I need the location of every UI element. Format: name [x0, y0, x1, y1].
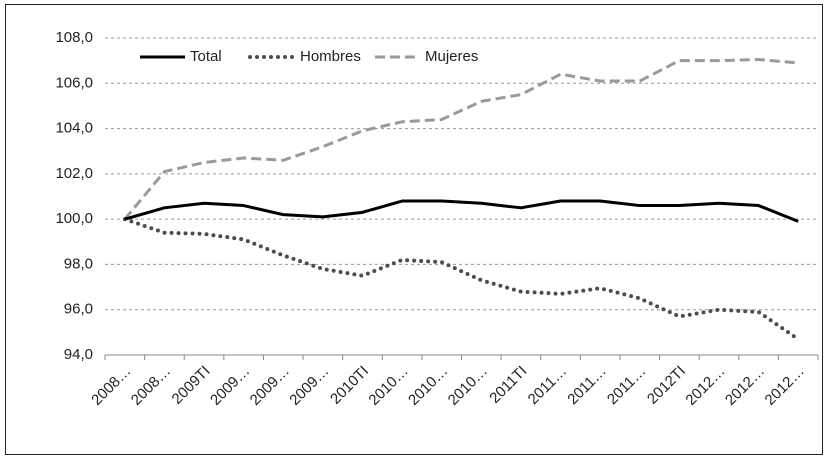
series-line — [122, 217, 801, 342]
series-line — [124, 199, 799, 223]
y-tick-label: 98,0 — [64, 255, 93, 272]
y-tick-label: 108,0 — [55, 29, 93, 46]
legend-label: Mujeres — [425, 48, 478, 65]
y-tick-label: 96,0 — [64, 301, 93, 318]
y-tick-label: 102,0 — [55, 165, 93, 182]
legend-label: Hombres — [300, 48, 361, 65]
y-tick-label: 100,0 — [55, 210, 93, 227]
legend-label: Total — [190, 48, 222, 65]
y-tick-label: 94,0 — [64, 346, 93, 363]
y-tick-label: 104,0 — [55, 120, 93, 137]
y-tick-label: 106,0 — [55, 74, 93, 91]
chart-frame — [5, 4, 823, 455]
series-line — [123, 58, 799, 221]
